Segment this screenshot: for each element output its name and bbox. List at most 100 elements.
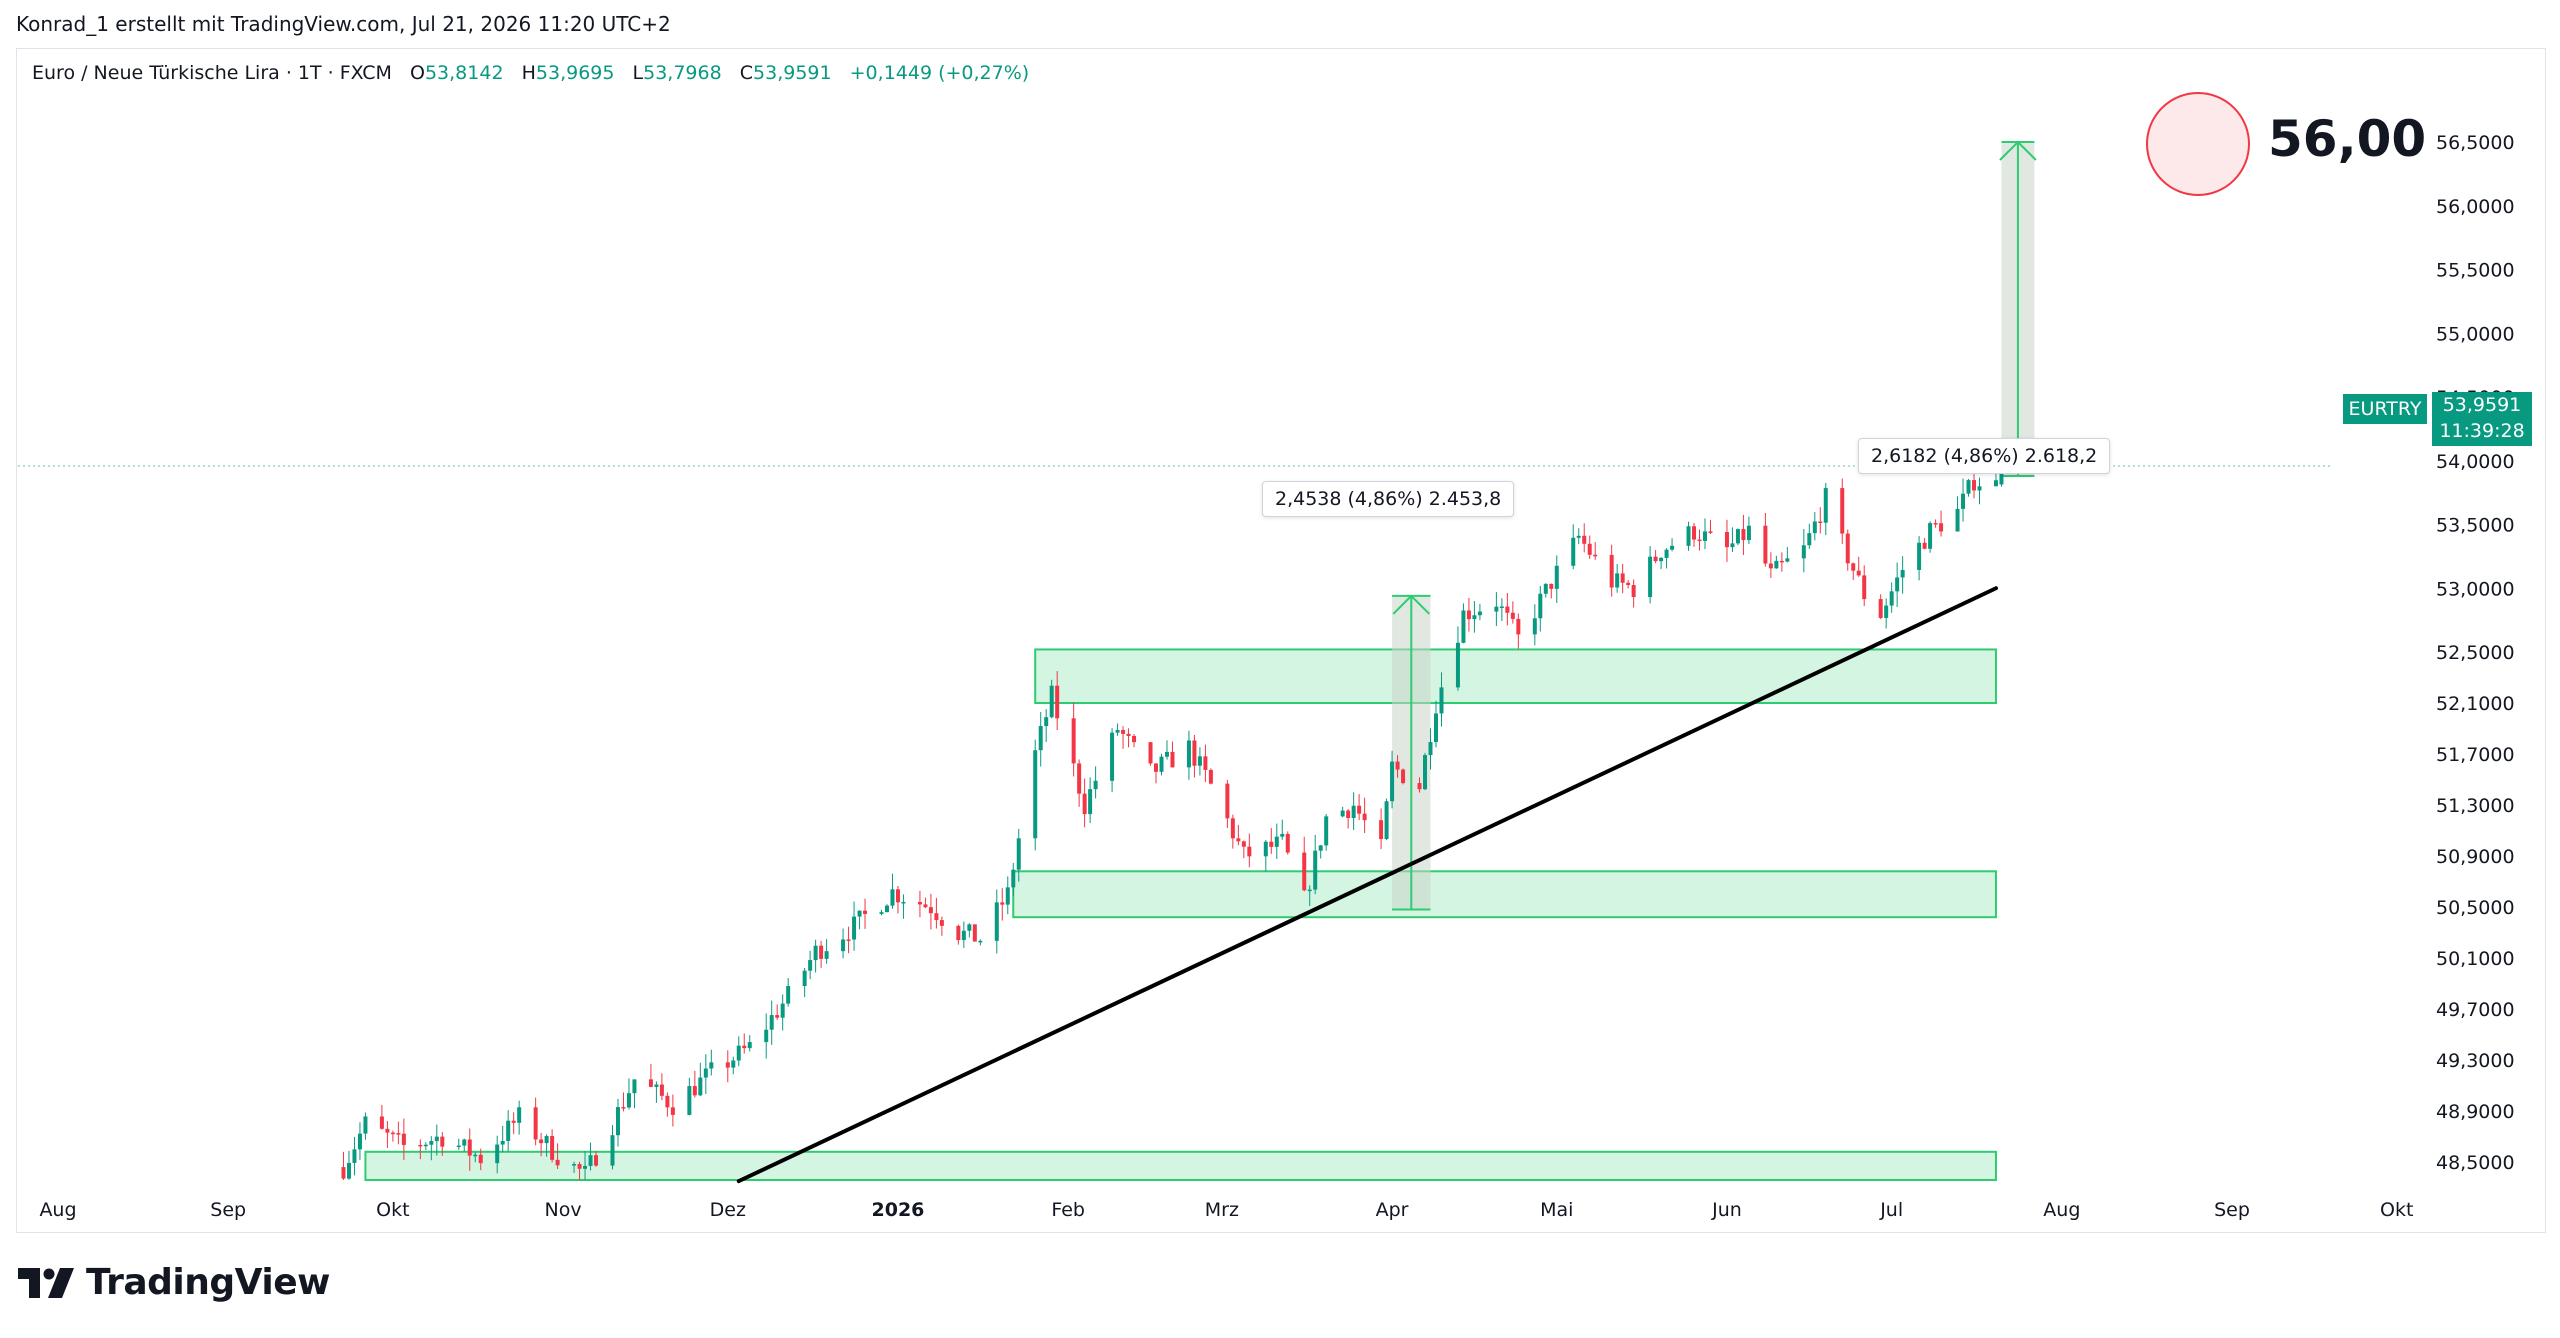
candle[interactable] bbox=[1439, 672, 1444, 727]
candle[interactable] bbox=[539, 1132, 544, 1157]
candle[interactable] bbox=[1390, 750, 1395, 809]
candle[interactable] bbox=[621, 1092, 626, 1112]
candle[interactable] bbox=[440, 1132, 445, 1156]
candle[interactable] bbox=[1516, 613, 1521, 649]
candle[interactable] bbox=[1362, 797, 1367, 834]
candle[interactable] bbox=[747, 1035, 752, 1052]
candle[interactable] bbox=[1115, 723, 1120, 736]
symbol-legend[interactable]: Euro / Neue Türkische Lira · 1T · FXCM O… bbox=[32, 62, 1029, 84]
candle[interactable] bbox=[703, 1054, 708, 1095]
candle[interactable] bbox=[1653, 550, 1658, 564]
candle[interactable] bbox=[1433, 700, 1438, 748]
candle[interactable] bbox=[1741, 514, 1746, 555]
tradingview-logo[interactable]: TradingView bbox=[18, 1262, 330, 1303]
candle[interactable] bbox=[1428, 728, 1433, 770]
candle[interactable] bbox=[1077, 759, 1082, 807]
candle[interactable] bbox=[1703, 518, 1707, 550]
candle[interactable] bbox=[588, 1142, 593, 1171]
candle[interactable] bbox=[1510, 601, 1515, 624]
candle[interactable] bbox=[1807, 523, 1812, 549]
candle[interactable] bbox=[517, 1100, 522, 1135]
demand-zone-3[interactable] bbox=[364, 1150, 1997, 1182]
candle[interactable] bbox=[1346, 808, 1351, 829]
candle[interactable] bbox=[511, 1112, 516, 1135]
candle[interactable] bbox=[1697, 529, 1702, 551]
candle[interactable] bbox=[1164, 740, 1169, 760]
candle[interactable] bbox=[1961, 478, 1966, 522]
candle[interactable] bbox=[934, 897, 939, 929]
candle[interactable] bbox=[1159, 753, 1164, 776]
candle[interactable] bbox=[346, 1150, 351, 1180]
candle[interactable] bbox=[352, 1136, 357, 1176]
candle[interactable] bbox=[1170, 741, 1175, 768]
candle[interactable] bbox=[841, 928, 846, 959]
candle[interactable] bbox=[1939, 510, 1944, 537]
candle[interactable] bbox=[1192, 734, 1197, 778]
candle[interactable] bbox=[742, 1033, 747, 1054]
candle[interactable] bbox=[884, 904, 889, 913]
demand-zone-2[interactable] bbox=[1012, 870, 1997, 919]
candle[interactable] bbox=[692, 1070, 697, 1098]
candle[interactable] bbox=[1587, 535, 1592, 559]
candle[interactable] bbox=[1543, 583, 1548, 598]
symbol-name[interactable]: Euro / Neue Türkische Lira · 1T · FXCM bbox=[32, 62, 392, 84]
candle[interactable] bbox=[775, 1004, 780, 1020]
candle[interactable] bbox=[824, 939, 829, 964]
candle[interactable] bbox=[473, 1151, 478, 1163]
candle[interactable] bbox=[764, 1013, 769, 1059]
candle[interactable] bbox=[434, 1124, 439, 1156]
candle[interactable] bbox=[577, 1161, 582, 1180]
candle[interactable] bbox=[429, 1136, 434, 1161]
candle[interactable] bbox=[1351, 792, 1356, 831]
candle[interactable] bbox=[802, 967, 807, 998]
candle[interactable] bbox=[1977, 477, 1982, 505]
candle[interactable] bbox=[994, 889, 999, 954]
candle[interactable] bbox=[1862, 565, 1867, 607]
candle[interactable] bbox=[1895, 562, 1900, 608]
candle[interactable] bbox=[846, 926, 851, 954]
candle[interactable] bbox=[928, 893, 933, 930]
candle[interactable] bbox=[786, 978, 791, 1007]
candle[interactable] bbox=[1922, 538, 1927, 550]
candle[interactable] bbox=[780, 994, 785, 1031]
candle[interactable] bbox=[1494, 592, 1499, 626]
candle[interactable] bbox=[1049, 679, 1054, 719]
candle[interactable] bbox=[1318, 844, 1323, 859]
target-marker-circle[interactable] bbox=[2146, 92, 2250, 196]
candle[interactable] bbox=[895, 885, 900, 914]
candle[interactable] bbox=[654, 1081, 659, 1103]
candle[interactable] bbox=[506, 1110, 511, 1152]
candle[interactable] bbox=[462, 1138, 467, 1152]
candle[interactable] bbox=[808, 950, 813, 980]
candle[interactable] bbox=[1274, 823, 1279, 859]
candle[interactable] bbox=[1126, 728, 1131, 748]
candle[interactable] bbox=[1774, 555, 1779, 569]
candle[interactable] bbox=[1933, 519, 1938, 528]
candle[interactable] bbox=[687, 1077, 692, 1116]
candle[interactable] bbox=[1692, 522, 1697, 547]
candle[interactable] bbox=[852, 901, 857, 951]
candle[interactable] bbox=[1417, 777, 1422, 793]
candle[interactable] bbox=[1241, 840, 1246, 859]
candle[interactable] bbox=[456, 1138, 461, 1150]
candle[interactable] bbox=[1708, 520, 1713, 535]
candle[interactable] bbox=[1423, 752, 1428, 791]
candle[interactable] bbox=[731, 1056, 736, 1075]
candle[interactable] bbox=[1735, 528, 1740, 546]
candle[interactable] bbox=[1648, 546, 1653, 604]
candle[interactable] bbox=[423, 1142, 428, 1151]
candle[interactable] bbox=[1532, 604, 1537, 646]
candle[interactable] bbox=[583, 1151, 588, 1180]
candle[interactable] bbox=[1379, 808, 1384, 850]
candle[interactable] bbox=[1840, 478, 1845, 544]
candle[interactable] bbox=[1571, 524, 1576, 570]
candle[interactable] bbox=[1154, 763, 1158, 784]
candle[interactable] bbox=[1593, 542, 1598, 560]
candle[interactable] bbox=[615, 1098, 620, 1147]
candle[interactable] bbox=[1071, 702, 1076, 777]
candle[interactable] bbox=[857, 910, 862, 930]
candle[interactable] bbox=[1845, 529, 1850, 571]
candle[interactable] bbox=[961, 921, 966, 949]
candle[interactable] bbox=[550, 1129, 555, 1163]
candle[interactable] bbox=[863, 898, 868, 929]
